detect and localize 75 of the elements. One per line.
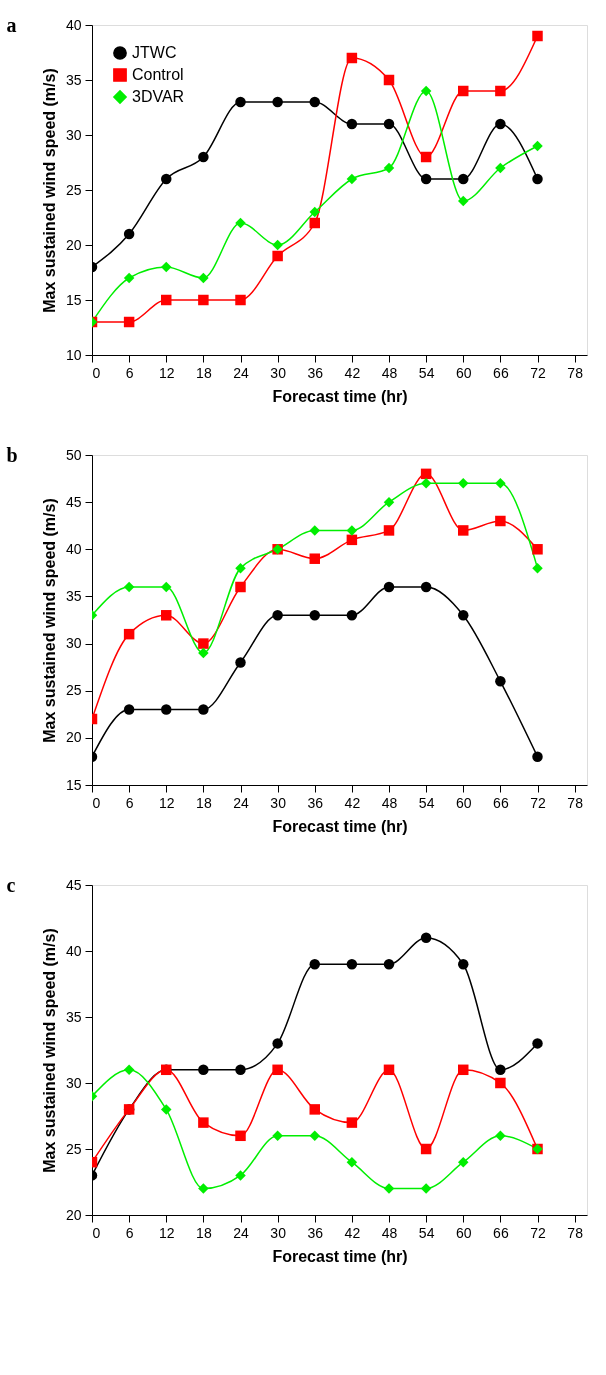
y-tick-label: 25	[65, 181, 82, 198]
x-axis-title: Forecast time (hr)	[272, 387, 408, 405]
legend-label: Control	[132, 66, 184, 83]
x-tick-label: 60	[455, 794, 472, 811]
legend-label: JTWC	[132, 44, 177, 61]
x-tick-label: 66	[493, 794, 509, 811]
x-tick-label: 30	[270, 1224, 287, 1241]
x-tick-label: 0	[92, 364, 101, 381]
y-tick-label: 50	[65, 446, 82, 463]
x-tick-label: 66	[493, 364, 509, 381]
y-tick-label: 20	[65, 236, 82, 253]
y-tick-label: 30	[65, 635, 82, 652]
x-tick-label: 48	[381, 794, 398, 811]
x-tick-label: 42	[344, 1224, 361, 1241]
x-tick-label: 18	[196, 364, 212, 381]
chart-title: a	[6, 14, 17, 36]
x-tick-label: 72	[530, 794, 546, 811]
x-tick-label: 6	[125, 364, 134, 381]
y-tick-label: 25	[65, 1140, 82, 1157]
y-tick-label: 20	[65, 729, 82, 746]
y-tick-label: 10	[65, 346, 82, 363]
x-tick-label: 72	[530, 364, 546, 381]
x-tick-label: 72	[530, 1224, 546, 1241]
x-tick-label: 78	[567, 794, 584, 811]
x-tick-label: 42	[344, 794, 361, 811]
y-axis-title: Max sustained wind speed (m/s)	[40, 68, 58, 313]
x-tick-label: 54	[418, 794, 435, 811]
x-tick-label: 60	[455, 1224, 472, 1241]
y-tick-label: 30	[65, 126, 82, 143]
x-tick-label: 24	[233, 1224, 249, 1241]
x-tick-label: 42	[344, 364, 361, 381]
x-tick-label: 24	[233, 794, 249, 811]
chart-title: b	[6, 444, 18, 466]
x-tick-label: 30	[270, 364, 287, 381]
y-tick-label: 45	[65, 876, 82, 893]
y-tick-label: 15	[65, 776, 82, 793]
x-tick-label: 12	[158, 794, 175, 811]
x-tick-label: 36	[307, 794, 324, 811]
x-tick-label: 0	[92, 794, 101, 811]
y-tick-label: 40	[65, 540, 82, 557]
y-tick-label: 40	[65, 942, 82, 959]
y-tick-label: 40	[65, 16, 82, 33]
x-tick-label: 18	[196, 1224, 212, 1241]
x-tick-label: 12	[158, 1224, 175, 1241]
x-tick-label: 54	[418, 364, 435, 381]
x-tick-label: 48	[381, 364, 398, 381]
x-tick-label: 36	[307, 364, 324, 381]
x-tick-label: 24	[233, 364, 249, 381]
y-tick-label: 25	[65, 682, 82, 699]
y-tick-label: 35	[65, 1008, 82, 1025]
legend-label: 3DVAR	[132, 88, 185, 105]
y-tick-label: 35	[65, 587, 82, 604]
x-tick-label: 6	[125, 794, 134, 811]
x-tick-label: 78	[567, 1224, 584, 1241]
x-tick-label: 60	[455, 364, 472, 381]
x-tick-label: 36	[307, 1224, 324, 1241]
x-axis-title: Forecast time (hr)	[272, 1247, 408, 1265]
x-tick-label: 0	[92, 1224, 101, 1241]
y-tick-label: 30	[65, 1074, 82, 1091]
y-axis-title: Max sustained wind speed (m/s)	[40, 498, 58, 743]
x-tick-label: 6	[125, 1224, 134, 1241]
chart-title: c	[6, 874, 16, 896]
x-tick-label: 18	[196, 794, 212, 811]
x-tick-label: 30	[270, 794, 287, 811]
x-tick-label: 48	[381, 1224, 398, 1241]
x-tick-label: 78	[567, 364, 584, 381]
x-tick-label: 54	[418, 1224, 435, 1241]
y-tick-label: 35	[65, 71, 82, 88]
y-axis-title: Max sustained wind speed (m/s)	[40, 928, 58, 1173]
y-tick-label: 15	[65, 291, 82, 308]
y-tick-label: 45	[65, 493, 82, 510]
y-tick-label: 20	[65, 1206, 82, 1223]
x-axis-title: Forecast time (hr)	[272, 817, 408, 835]
x-tick-label: 12	[158, 364, 175, 381]
x-tick-label: 66	[493, 1224, 509, 1241]
